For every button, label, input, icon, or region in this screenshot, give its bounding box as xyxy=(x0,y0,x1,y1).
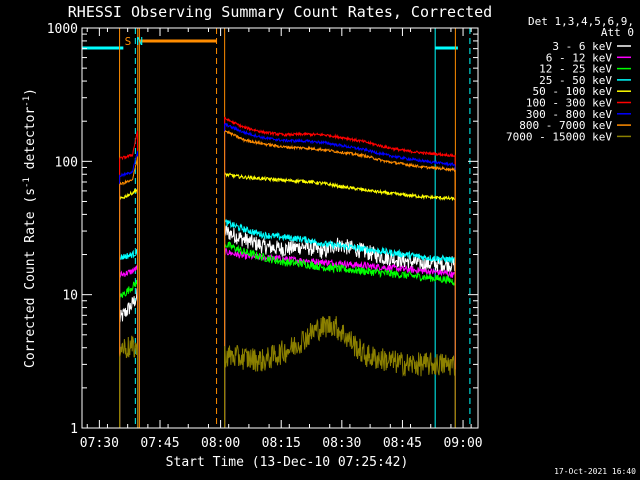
y-tick-label: 1 xyxy=(70,422,78,437)
legend-label-6: 300 - 800 keV xyxy=(526,108,612,121)
x-tick-label: 08:15 xyxy=(262,436,301,451)
legend-label-7: 800 - 7000 keV xyxy=(519,119,612,132)
series-line-4 xyxy=(119,172,456,429)
y-tick-label: 100 xyxy=(55,155,78,170)
series-line-3 xyxy=(119,218,456,429)
annotation-n: N xyxy=(136,35,143,48)
y-axis-label-exp2: -1 xyxy=(22,96,32,107)
x-tick-label: 08:00 xyxy=(201,436,240,451)
timestamp: 17-Oct-2021 16:40 xyxy=(554,467,636,476)
y-tick-label: 10 xyxy=(62,289,78,304)
plot-frame xyxy=(81,27,479,429)
y-tick-label: 1000 xyxy=(47,22,78,37)
y-axis-label-main: Corrected Count Rate (s xyxy=(23,188,38,368)
legend-label-3: 25 - 50 keV xyxy=(539,74,612,87)
legend-label-4: 50 - 100 keV xyxy=(533,85,613,98)
axes: 07:30 07:45 08:00 08:15 08:30 08:45 09:00 1 10 10… xyxy=(47,22,483,451)
series-line-5 xyxy=(119,116,456,429)
x-tick-label: 09:00 xyxy=(443,436,482,451)
legend-label-0: 3 - 6 keV xyxy=(552,40,612,53)
y-axis-label-mid: detector xyxy=(23,107,38,178)
series-line-8 xyxy=(119,315,456,429)
series-line-7 xyxy=(119,129,456,429)
y-axis-label: Corrected Count Rate (s-1 detector-1) xyxy=(22,88,38,368)
series-line-0 xyxy=(119,225,456,429)
series-line-2 xyxy=(119,241,456,429)
series-line-6 xyxy=(119,122,456,429)
legend-label-1: 6 - 12 keV xyxy=(546,51,613,64)
y-axis-label-exp1: -1 xyxy=(22,177,32,188)
x-tick-label: 08:45 xyxy=(383,436,422,451)
annotation-s: S xyxy=(125,35,132,48)
x-tick-label: 07:30 xyxy=(80,436,119,451)
legend-header-0: Det 1,3,4,5,6,9, xyxy=(528,15,634,28)
x-tick-label: 08:30 xyxy=(322,436,361,451)
x-tick-label: 07:45 xyxy=(140,436,179,451)
legend-label-5: 100 - 300 keV xyxy=(526,97,612,110)
y-axis-label-end: ) xyxy=(23,88,38,96)
legend-label-8: 7000 - 15000 keV xyxy=(506,130,612,143)
legend-header-1: Att 0 xyxy=(601,26,634,39)
legend-label-2: 12 - 25 keV xyxy=(539,63,612,76)
x-axis-label: Start Time (13-Dec-10 07:25:42) xyxy=(166,455,409,470)
chart-title: RHESSI Observing Summary Count Rates, Co… xyxy=(68,3,492,21)
